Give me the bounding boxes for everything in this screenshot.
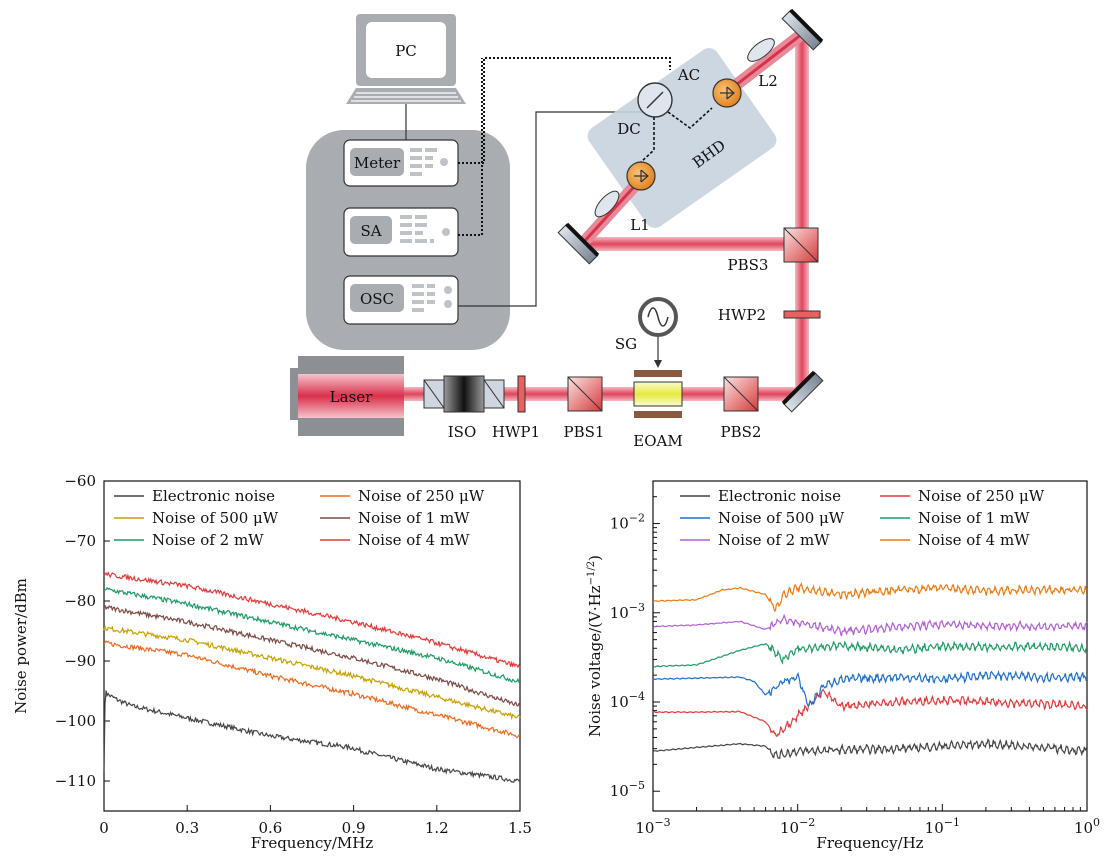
pbs1-cube: PBS1 <box>564 376 605 441</box>
lens-l2: L2 <box>747 38 778 90</box>
chart2-legend-noise-of-4-mw: Noise of 4 mW <box>918 531 1030 549</box>
pbs3-label: PBS3 <box>728 256 769 274</box>
osc-label: OSC <box>360 290 394 308</box>
noise-power-chart: 0 0.3 0.6 0.9 1.2 1.5 −60 −70 −80 −90 −100 −110 Ele… <box>12 472 532 852</box>
chart1-legend-noise-of-500-w: Noise of 500 μW <box>152 509 279 527</box>
chart2-legend-noise-of-1-mw: Noise of 1 mW <box>918 509 1030 527</box>
mirror-top-right <box>781 8 824 51</box>
chart2-xtick-label: 10−2 <box>780 816 815 837</box>
pbs2-cube: PBS2 <box>721 376 762 441</box>
experimental-setup-diagram: PC Meter SA <box>290 8 824 450</box>
chart2-ytick-label: 10−5 <box>610 779 645 800</box>
laser-label: Laser <box>330 388 373 406</box>
chart2-legend-noise-of-500-w: Noise of 500 μW <box>718 509 845 527</box>
sa-label: SA <box>360 222 381 240</box>
chart2-legend: Electronic noise Noise of 250 μW Noise of … <box>680 487 1045 549</box>
hwp2-label: HWP2 <box>718 306 766 324</box>
chart1-frame <box>103 480 521 812</box>
sg-label: SG <box>615 335 637 353</box>
chart1-xtick-label: 0 <box>99 819 109 837</box>
pbs2-label: PBS2 <box>721 423 762 441</box>
chart1-legend: Electronic noise Noise of 250 μW Noise of … <box>114 487 485 549</box>
chart1-xtick-label: 0.9 <box>342 819 366 837</box>
chart2-legend-noise-of-2-mw: Noise of 2 mW <box>718 531 830 549</box>
l2-label: L2 <box>758 72 778 90</box>
signal-generator: SG <box>615 297 678 368</box>
chart1-ytick-label: −90 <box>64 652 96 670</box>
chart2-series-noise-of-2-mw <box>652 613 1088 637</box>
chart1-xlabel: Frequency/MHz <box>251 834 374 852</box>
half-wave-plate-2: HWP2 <box>718 306 821 324</box>
hwp1-label: HWP1 <box>492 423 540 441</box>
chart1-series-electronic-noise <box>103 690 521 783</box>
oscilloscope: OSC <box>343 275 459 325</box>
ac-label: AC <box>677 66 700 84</box>
chart1-xtick-label: 0.3 <box>175 819 199 837</box>
chart2-series-electronic-noise <box>652 738 1088 760</box>
iso-label: ISO <box>448 423 477 441</box>
noise-voltage-chart: 10−3 10−2 10−1 100 10−2 10−3 10−4 10−5 Electron… <box>586 480 1100 852</box>
mirror-left <box>557 222 600 265</box>
spectrum-analyzer: SA <box>343 207 459 257</box>
chart1-xtick-label: 0.6 <box>258 819 282 837</box>
chart1-legend-noise-of-1-mw: Noise of 1 mW <box>358 509 470 527</box>
chart2-legend-electronic-noise: Electronic noise <box>718 487 841 505</box>
chart1-ytick-label: −70 <box>64 532 96 550</box>
chart2-series-noise-of-1-mw <box>652 640 1087 668</box>
chart1-ytick-label: −100 <box>55 712 96 730</box>
photodiode-1 <box>626 161 656 191</box>
laser-source: Laser <box>290 356 404 436</box>
chart2-ylabel: Noise voltage/(V·Hz−1/2) <box>586 555 604 737</box>
chart1-legend-noise-of-250-w: Noise of 250 μW <box>358 487 485 505</box>
chart2-series-noise-of-250-w <box>652 688 1088 737</box>
dc-label: DC <box>617 120 641 138</box>
chart2-xtick-label: 100 <box>1074 816 1100 837</box>
photodiode-2 <box>712 78 742 108</box>
chart2-series-noise-of-500-w <box>652 669 1088 708</box>
chart1-legend-noise-of-4-mw: Noise of 4 mW <box>358 531 470 549</box>
chart1-ytick-label: −60 <box>64 472 96 490</box>
pbs3-cube: PBS3 <box>728 227 819 274</box>
chart1-legend-noise-of-2-mw: Noise of 2 mW <box>152 531 264 549</box>
chart1-series-noise-of-4-mw <box>103 571 521 669</box>
chart1-series-noise-of-500-w <box>103 625 521 721</box>
chart1-series-noise-of-1-mw <box>103 604 521 707</box>
pbs1-label: PBS1 <box>564 423 605 441</box>
chart1-xtick-label: 1.2 <box>425 819 449 837</box>
eoam-modulator: EOAM <box>633 370 683 450</box>
chart2-xlabel: Frequency/Hz <box>816 834 923 852</box>
chart2-xtick-label: 10−1 <box>925 816 960 837</box>
chart1-legend-electronic-noise: Electronic noise <box>152 487 275 505</box>
chart2-series-group <box>652 581 1088 760</box>
mirror-bottom-right <box>781 370 824 413</box>
chart2-ytick-label: 10−3 <box>610 601 645 622</box>
chart1-series-noise-of-2-mw <box>103 586 521 684</box>
lens-l1: L1 <box>594 190 650 234</box>
pc-label: PC <box>395 42 417 60</box>
chart2-ytick-label: 10−2 <box>610 512 645 533</box>
eoam-label: EOAM <box>633 432 682 450</box>
chart2-series-noise-of-4-mw <box>652 581 1088 612</box>
half-wave-plate-1: HWP1 <box>492 375 540 441</box>
chart2-frame <box>652 480 1088 812</box>
chart2-xtick-label: 10−3 <box>635 816 670 837</box>
isolator: ISO <box>423 375 505 441</box>
chart2-ytick-label: 10−4 <box>610 690 645 711</box>
pc-computer: PC <box>346 14 466 140</box>
chart1-xtick-label: 1.5 <box>508 819 532 837</box>
chart2-legend-noise-of-250-w: Noise of 250 μW <box>918 487 1045 505</box>
chart1-ytick-label: −110 <box>55 772 96 790</box>
chart1-series-noise-of-250-w <box>103 640 521 739</box>
chart1-ytick-label: −80 <box>64 592 96 610</box>
meter-label: Meter <box>354 154 401 172</box>
meter-instrument: Meter <box>343 139 459 187</box>
l1-label: L1 <box>630 216 650 234</box>
chart1-series-group <box>103 571 521 783</box>
chart1-ylabel: Noise power/dBm <box>12 578 30 714</box>
